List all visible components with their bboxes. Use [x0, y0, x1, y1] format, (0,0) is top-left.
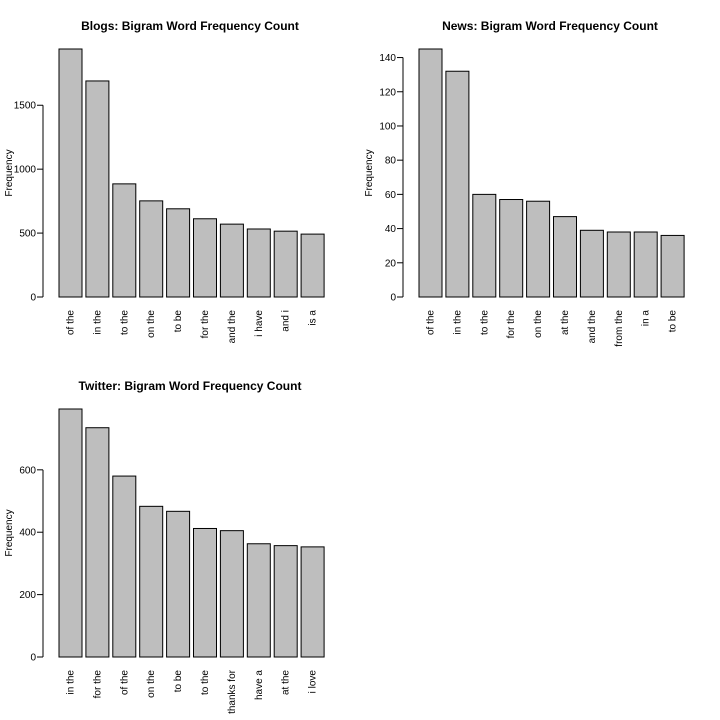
blogs-category-label: to the — [119, 310, 130, 335]
news-bar — [660, 234, 685, 298]
news-category-label: at the — [560, 310, 571, 335]
twitter-category-label: at the — [281, 670, 292, 695]
news-y-tick-label: 140 — [379, 53, 396, 64]
blogs-category-label: on the — [146, 310, 157, 338]
blogs-category-label: of the — [66, 310, 77, 335]
twitter-category-label: i love — [308, 670, 319, 694]
blogs-y-tick-label: 500 — [19, 229, 36, 240]
blogs-category-label: is a — [308, 310, 319, 326]
blogs-bar — [219, 223, 244, 298]
news-bar — [418, 48, 443, 298]
blogs-y-tick-label: 1000 — [14, 165, 37, 176]
news-y-tick-label: 40 — [385, 224, 397, 235]
blogs-y-tick-label: 1500 — [14, 101, 37, 112]
twitter-bar — [58, 408, 83, 658]
twitter-category-label: to the — [200, 670, 211, 695]
blogs-y-axis-label: Frequency — [4, 149, 15, 196]
blogs-category-label: and the — [227, 310, 238, 344]
twitter-y-tick-label: 0 — [30, 653, 36, 664]
twitter-y-tick-label: 600 — [19, 465, 36, 476]
news-y-tick-label: 60 — [385, 190, 397, 201]
twitter-y-tick-label: 400 — [19, 528, 36, 539]
news-chart-title: News: Bigram Word Frequency Count — [442, 19, 658, 33]
news-category-label: to be — [668, 310, 679, 333]
news-category-label: and the — [587, 310, 598, 344]
news-bar — [606, 231, 631, 298]
twitter-bar — [219, 530, 244, 658]
news-category-label: in a — [641, 310, 652, 327]
twitter-category-label: have a — [254, 670, 265, 700]
twitter-bar — [85, 427, 110, 658]
blogs-category-label: i have — [254, 310, 265, 337]
blogs-bar — [246, 228, 271, 298]
twitter-category-label: of the — [119, 670, 130, 695]
news-category-label: of the — [426, 310, 437, 335]
news-y-tick-label: 80 — [385, 156, 397, 167]
twitter-category-label: to be — [173, 670, 184, 693]
blogs-bar — [273, 230, 298, 298]
blogs-category-label: to be — [173, 310, 184, 333]
twitter-bar — [273, 545, 298, 658]
twitter-bar — [300, 546, 325, 658]
blogs-y-tick-label: 0 — [30, 293, 36, 304]
news-y-tick-label: 120 — [379, 87, 396, 98]
twitter-bar — [112, 475, 137, 658]
twitter-bar — [193, 527, 217, 658]
news-category-label: on the — [533, 310, 544, 338]
news-bar — [472, 193, 497, 298]
blogs-category-label: in the — [92, 310, 103, 335]
twitter-bar — [246, 543, 271, 658]
news-y-tick-label: 20 — [385, 258, 397, 269]
news-bar — [553, 216, 577, 298]
news-category-label: to the — [479, 310, 490, 335]
blogs-category-label: and i — [281, 310, 292, 332]
twitter-y-tick-label: 200 — [19, 590, 36, 601]
blogs-bar — [193, 218, 217, 298]
news-bar — [445, 70, 470, 298]
news-category-label: for the — [506, 310, 517, 339]
blogs-bar — [112, 183, 137, 298]
news-y-tick-label: 100 — [379, 121, 396, 132]
news-bar — [499, 199, 524, 298]
twitter-category-label: thanks for — [227, 669, 238, 714]
news-y-tick-label: 0 — [390, 293, 396, 304]
blogs-category-label: for the — [200, 310, 211, 339]
news-category-label: from the — [614, 310, 625, 347]
twitter-bar — [166, 510, 191, 658]
blogs-bar — [166, 208, 191, 298]
twitter-category-label: in the — [66, 670, 77, 695]
blogs-bar — [85, 80, 110, 298]
blogs-bar — [58, 48, 83, 298]
blogs-bar — [139, 200, 164, 298]
news-category-label: in the — [452, 310, 463, 335]
news-bar — [526, 200, 551, 298]
blogs-chart-title: Blogs: Bigram Word Frequency Count — [81, 19, 299, 33]
twitter-y-axis-label: Frequency — [4, 509, 15, 556]
twitter-bar — [139, 505, 164, 658]
blogs-bar — [300, 233, 325, 298]
news-bar — [579, 229, 604, 298]
news-y-axis-label: Frequency — [364, 149, 375, 196]
twitter-category-label: on the — [146, 670, 157, 698]
twitter-chart-title: Twitter: Bigram Word Frequency Count — [79, 379, 302, 393]
news-bar — [633, 231, 658, 298]
twitter-category-label: for the — [92, 670, 103, 699]
